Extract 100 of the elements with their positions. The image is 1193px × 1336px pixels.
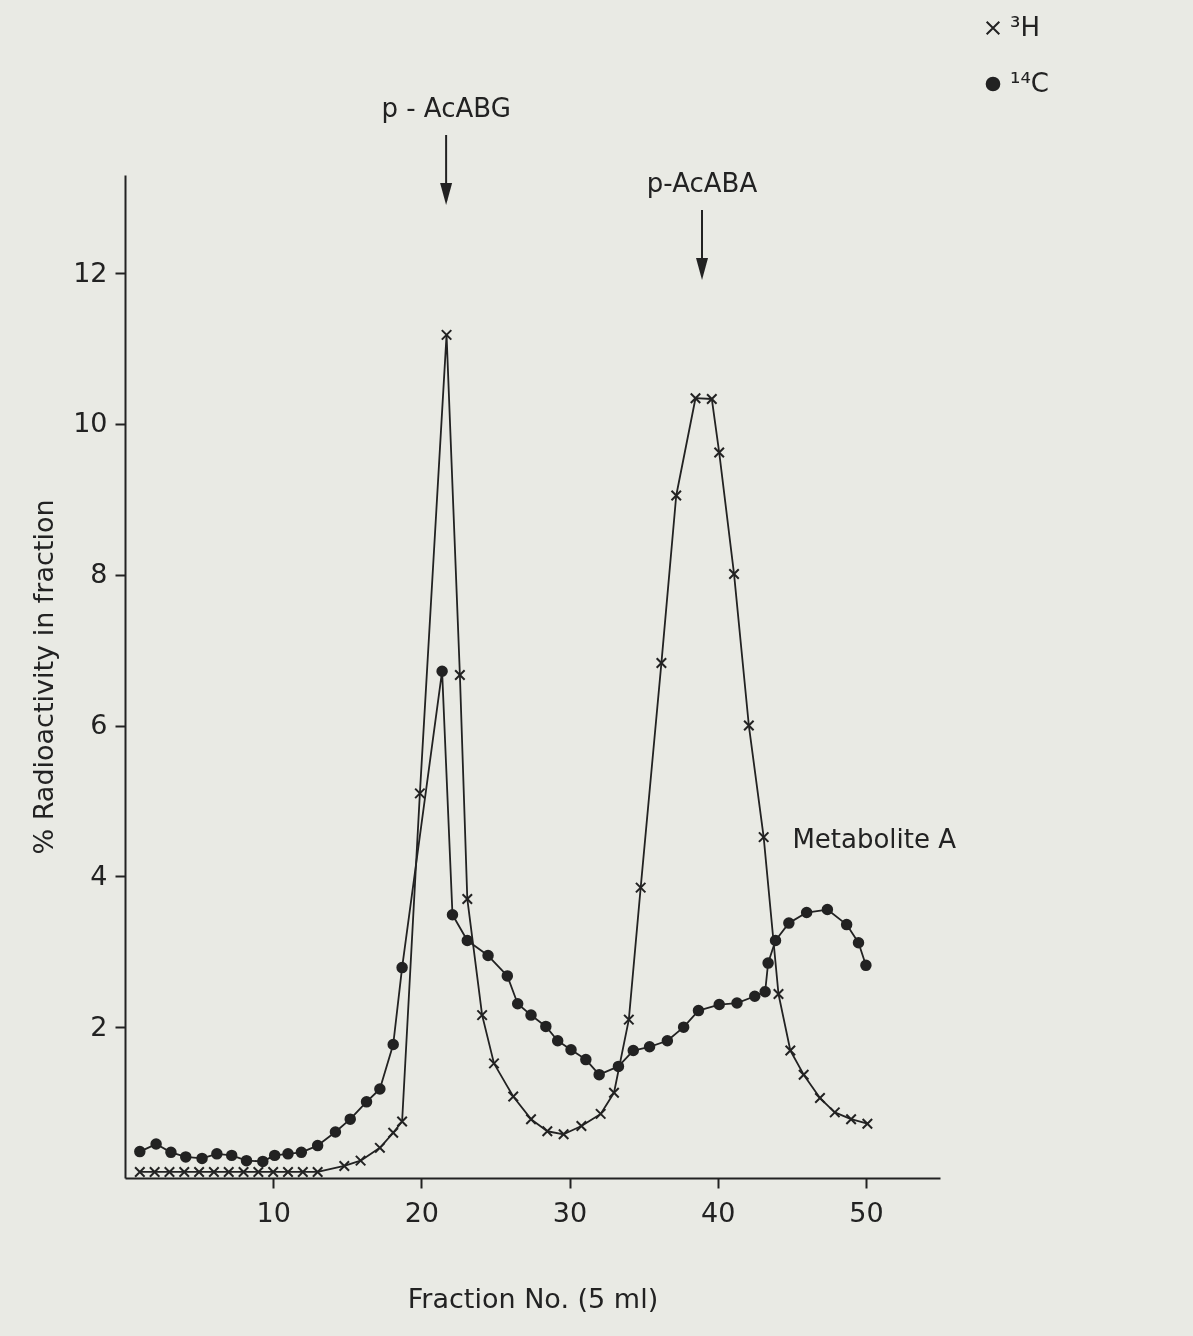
point [627,1044,640,1057]
point [580,1053,592,1066]
point [557,1128,570,1140]
point [525,1009,537,1021]
point [593,1068,605,1081]
point [208,1166,220,1178]
point [783,917,795,929]
point [354,1154,367,1167]
point [225,1149,238,1162]
point [565,1044,577,1056]
x-tick-label: 20 [404,1196,440,1228]
point [240,1154,253,1167]
point [446,909,459,921]
point [329,1126,342,1138]
point [257,1155,269,1168]
point [731,997,743,1009]
point [150,1138,162,1150]
point [540,1020,552,1033]
point [762,957,774,969]
point [551,1035,564,1047]
point [488,1057,500,1070]
point [769,934,782,947]
point [311,1166,324,1178]
point [461,893,474,905]
point [482,949,494,962]
y-tick-label: 10 [73,407,108,439]
point [297,1166,309,1178]
point [845,1113,857,1125]
point [525,1113,537,1125]
point [594,1108,607,1120]
point [252,1166,265,1178]
point [749,990,761,1002]
point [713,446,725,459]
point [134,1145,146,1158]
point [267,1166,279,1178]
point [797,1068,810,1081]
x-tick-label: 50 [849,1196,884,1228]
y-tick-label: 2 [90,1010,108,1042]
point [163,1166,176,1178]
x-tick-label: 30 [552,1196,588,1228]
y-tick-label: 4 [90,859,108,891]
point [655,657,668,669]
point [436,665,448,677]
point [784,1044,797,1057]
point [634,881,647,894]
point [282,1148,294,1160]
point [757,831,770,843]
point [387,1038,399,1051]
point [476,1009,488,1021]
point [623,1013,635,1026]
point [728,568,740,580]
point [772,988,785,1000]
point [178,1166,191,1178]
point [670,489,682,502]
point [575,1120,588,1132]
legend-label: ¹⁴C [1010,68,1049,98]
point [677,1021,690,1033]
point [692,1004,705,1017]
point [148,1166,161,1178]
point [612,1060,625,1073]
point [861,1117,874,1130]
point [311,1139,324,1152]
point [387,1127,399,1139]
x-axis-title: Fraction No. (5 ml) [407,1282,659,1314]
point [743,719,755,732]
point [829,1106,841,1119]
point [282,1166,294,1178]
point [338,1160,351,1172]
point [295,1146,308,1159]
y-tick-label: 6 [90,709,108,741]
point [661,1035,674,1047]
point [507,1090,519,1103]
point [440,329,453,341]
point [374,1083,386,1095]
point [608,1087,620,1099]
point [414,787,426,800]
point [237,1166,250,1178]
point [689,392,702,404]
point [134,1166,146,1178]
point [193,1166,205,1178]
point [706,393,718,405]
point [211,1148,223,1160]
legend-label: ³H [1010,12,1040,42]
point [759,985,771,998]
point [541,1125,554,1137]
point [222,1166,235,1178]
y-tick-label: 12 [73,256,108,288]
point [860,959,872,972]
point [852,936,865,949]
annotation: p-AcABA [646,168,758,198]
point [840,918,853,931]
point [344,1113,356,1125]
point [396,961,408,974]
text: p - AcABG [381,93,511,123]
point [821,903,834,916]
point [454,669,466,681]
point [165,1146,177,1159]
point [643,1041,656,1053]
point [501,970,514,982]
point [180,1151,192,1163]
